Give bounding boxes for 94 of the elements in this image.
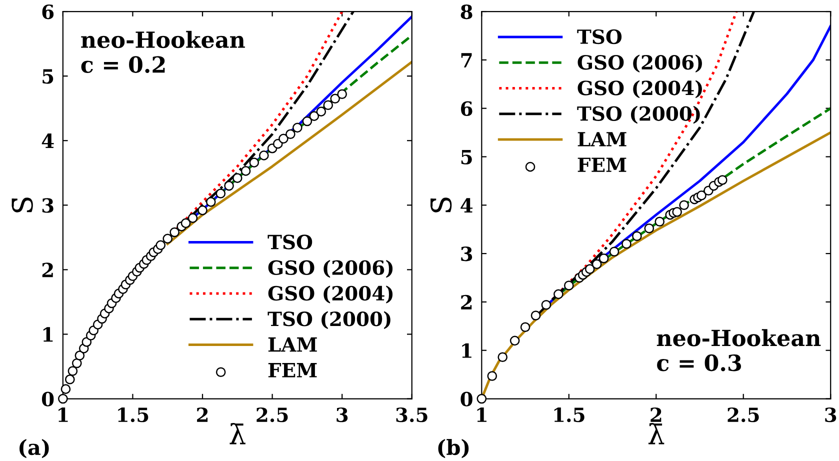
point (162, 234, 173, 244)
point (316, 106, 326, 116)
point (206, 197, 216, 207)
point (654, 216, 665, 227)
point (60, 384, 71, 394)
point (718, 175, 728, 185)
point (198, 205, 208, 216)
point (632, 231, 642, 242)
annotation: neo-Hookean c = 0.3 (656, 329, 821, 372)
point (554, 289, 564, 300)
text: (a) (20, 439, 49, 458)
point (679, 200, 689, 210)
x-tick-label: 2 (197, 407, 208, 422)
point (672, 207, 682, 217)
x-axis-title: λ̄ (648, 422, 664, 444)
y-axis-title: S̄ (12, 198, 33, 212)
x-tick-label: 1.5 (118, 407, 148, 422)
y-tick-label: 3 (42, 198, 54, 213)
point (259, 150, 269, 160)
point (309, 111, 320, 121)
y-tick-label: 2 (42, 262, 53, 278)
point (696, 190, 706, 200)
legend-label: FEM (578, 158, 626, 172)
y-tick-label: 0 (42, 392, 54, 406)
point (302, 116, 312, 126)
point (240, 166, 251, 176)
y-tick-label: 7 (461, 53, 472, 68)
point (249, 158, 260, 168)
x-tick-label: 3 (336, 407, 348, 422)
y-tick-label: 5 (461, 150, 472, 164)
legend-label: LAM (578, 132, 626, 146)
point (65, 374, 75, 384)
point (156, 240, 166, 250)
x-tick-label: 2.5 (728, 407, 759, 422)
x-tick-label: 1 (477, 407, 486, 422)
point (337, 89, 347, 100)
text: (b) (438, 439, 469, 458)
point (224, 180, 234, 191)
x-axis-title: λ̄ (230, 422, 246, 444)
y-tick-label: 2 (461, 294, 472, 310)
point (564, 280, 574, 290)
y-tick-label: 6 (42, 4, 54, 20)
y-tick-label: 8 (460, 4, 472, 20)
point (476, 394, 487, 404)
y-tick-label: 6 (461, 101, 472, 116)
x-tick-label: 2 (650, 407, 662, 422)
legend-label: TSO (577, 29, 622, 44)
point (598, 253, 609, 264)
x-tick-label: 3.5 (396, 407, 428, 422)
point (216, 188, 226, 198)
point (188, 213, 198, 223)
point (292, 122, 302, 133)
point (330, 94, 340, 104)
y-tick-label: 5 (42, 69, 54, 84)
point (541, 300, 552, 310)
legend-label: GSO (2004) (578, 80, 702, 98)
y-tick-label: 0 (460, 392, 472, 406)
y-tick-label: 4 (42, 134, 54, 148)
point (286, 129, 296, 140)
legend-label: TSO (2000) (577, 106, 700, 124)
point (323, 100, 334, 110)
point (510, 336, 520, 346)
y-tick-label: 1 (462, 343, 472, 358)
point (520, 322, 530, 332)
legend-label: FEM (268, 363, 317, 378)
y-axis-title: S̄ (430, 198, 452, 212)
point (58, 394, 68, 404)
legend-label: TSO (2000) (268, 311, 390, 329)
point (487, 371, 498, 381)
x-tick-label: 1 (58, 407, 68, 422)
legend-label: TSO (268, 234, 312, 250)
y-tick-label: 1 (43, 327, 53, 342)
point (170, 227, 180, 238)
point (584, 264, 595, 274)
point (278, 134, 288, 144)
point (530, 310, 541, 320)
annotation: neo-Hookean c = 0.2 (81, 30, 245, 73)
x-tick-label: 2.5 (256, 407, 288, 422)
legend-label: LAM (268, 337, 317, 352)
point (180, 218, 191, 228)
point (232, 173, 242, 183)
legend-label: GSO (2006) (268, 260, 393, 278)
point (644, 223, 654, 234)
point (592, 259, 602, 270)
point (622, 238, 632, 249)
point (498, 352, 508, 362)
point (609, 246, 620, 257)
y-tick-label: 4 (460, 198, 473, 213)
x-tick-label: 3 (825, 407, 836, 422)
x-tick-label: 1.5 (554, 407, 584, 422)
y-tick-label: 3 (461, 246, 472, 262)
point (68, 366, 78, 376)
legend-label: GSO (2006) (578, 54, 702, 72)
legend-label: GSO (2004) (268, 286, 393, 304)
